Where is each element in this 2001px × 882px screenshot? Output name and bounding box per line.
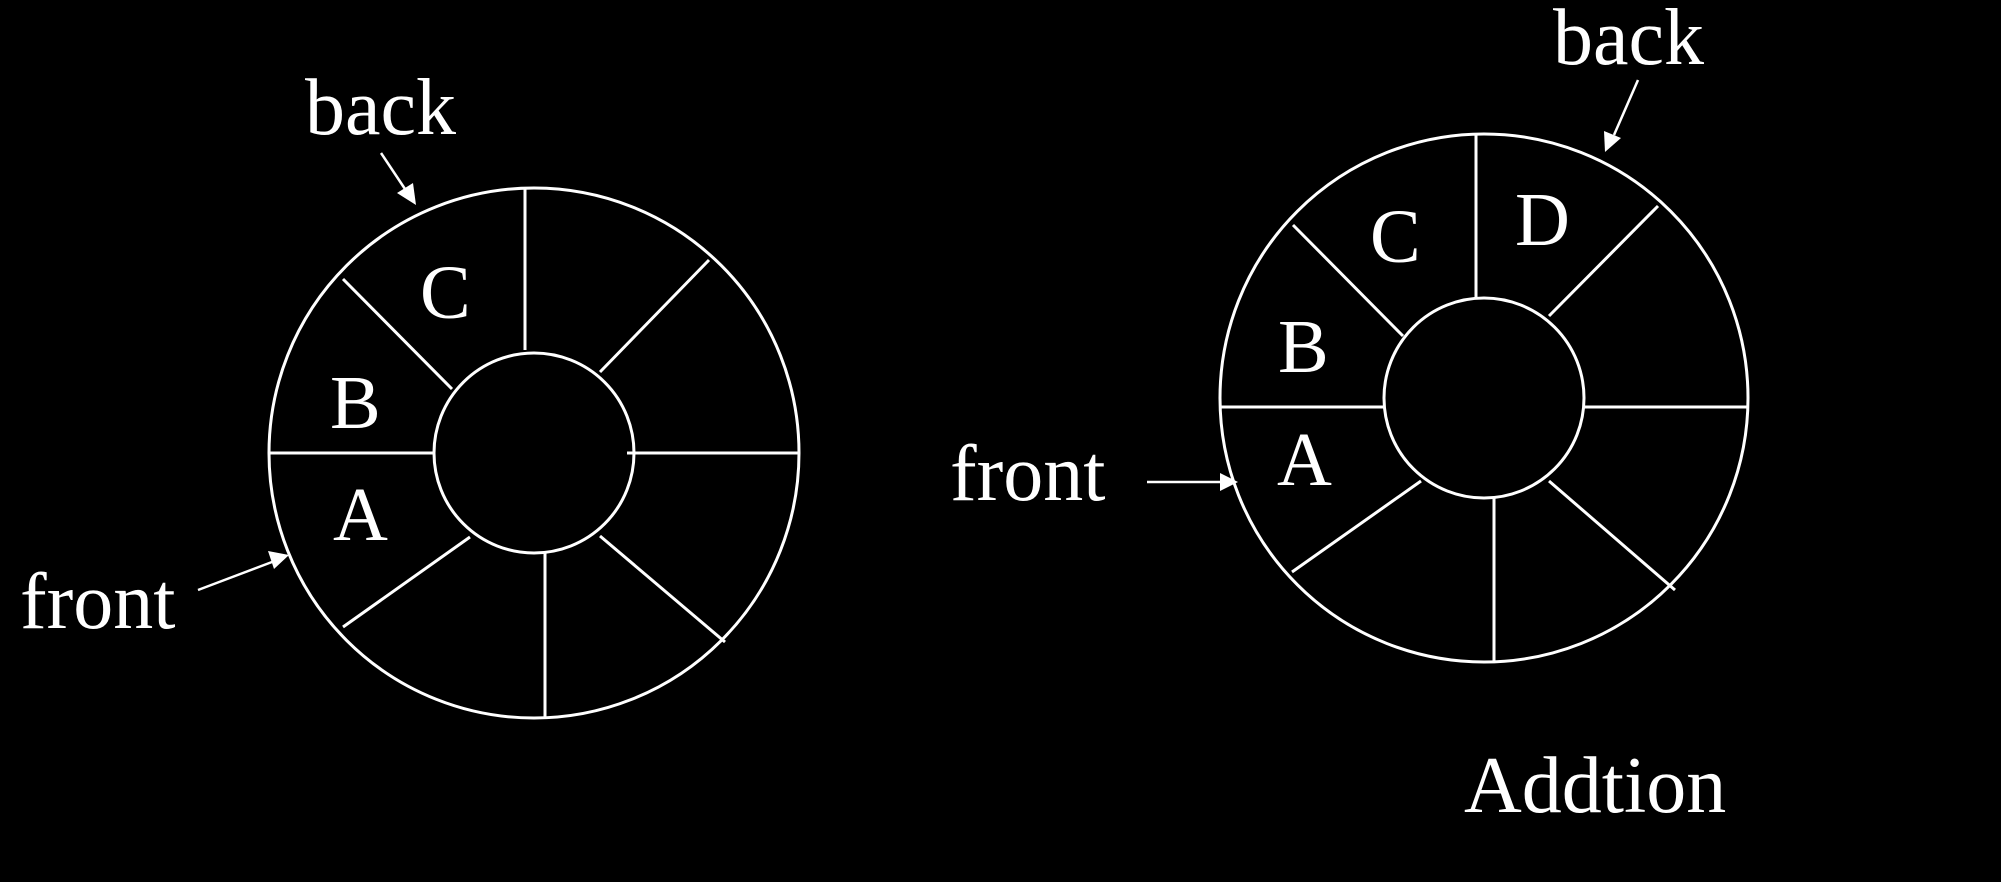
queue-right-divider (1291, 479, 1422, 574)
addition-caption: Addtion (1464, 742, 1726, 830)
queue-right-divider (1547, 204, 1660, 318)
queue-left-front-arrow (197, 560, 273, 592)
queue-left-divider (598, 258, 711, 374)
queue-right: A B C D front back Addtion (950, 0, 1750, 830)
queue-left-front-label: front (20, 558, 176, 646)
queue-left-inner-ring (432, 351, 636, 555)
queue-right-front-arrowhead (1220, 473, 1238, 491)
queue-right-divider (1548, 479, 1676, 592)
queue-left-divider (342, 535, 471, 629)
queue-right-inner-ring (1382, 296, 1586, 500)
queue-right-slot-c: C (1370, 195, 1421, 279)
queue-right-divider (1291, 223, 1405, 338)
queue-left-back-label: back (305, 64, 456, 152)
queue-right-front-label: front (950, 430, 1106, 518)
queue-right-back-label: back (1553, 0, 1704, 82)
queue-left-back-arrow (379, 152, 407, 190)
queue-left-slot-c: C (420, 251, 471, 335)
queue-left-front-arrowhead (268, 551, 289, 569)
queue-left-back-arrowhead (397, 183, 416, 205)
queue-left-slot-a: A (333, 473, 388, 557)
queue-right-slot-b: B (1278, 305, 1329, 389)
queue-right-back-arrowhead (1604, 131, 1621, 152)
queue-right-back-arrow (1612, 79, 1640, 136)
queue-left-divider (341, 277, 454, 391)
queue-left: A B C front back (20, 64, 801, 720)
queue-right-slot-a: A (1277, 418, 1332, 502)
queue-right-outer-ring (1218, 132, 1750, 664)
queue-left-slot-b: B (330, 361, 381, 445)
queue-right-slot-d: D (1515, 178, 1570, 262)
queue-left-divider (599, 534, 726, 644)
